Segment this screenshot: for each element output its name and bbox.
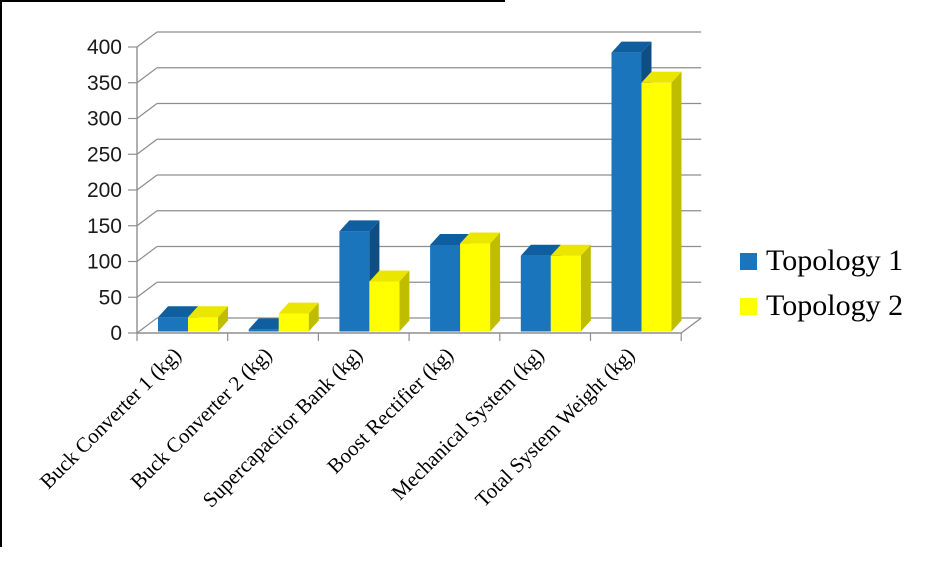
category-label-6: Total System Weight (kg)	[470, 343, 639, 512]
y-tick-label-250: 250	[87, 143, 122, 166]
chart-legend: Topology 1 Topology 2	[740, 244, 903, 323]
gridline-slant-250	[136, 138, 158, 155]
bar-topology2-cat3-front	[369, 281, 400, 332]
gridline-slant-300	[136, 103, 158, 119]
bar-topology2-cat1-front	[188, 317, 218, 332]
legend-label-topology-1: Topology 1	[766, 244, 904, 277]
gridline-slant-50	[136, 281, 158, 298]
bar-topology1-cat4-front	[430, 244, 461, 332]
gridline-slant-200	[136, 174, 158, 191]
category-label-3: Supercapacitor Bank (kg)	[198, 343, 368, 513]
bar-topology1-cat1-front	[158, 317, 188, 332]
legend-marker-topology-1	[740, 252, 757, 270]
legend-marker-topology-2	[740, 297, 757, 315]
bar-topology1-cat6-front	[611, 52, 642, 332]
gridline-slant-100	[136, 246, 158, 262]
gridline-slant-400	[136, 31, 158, 48]
y-tick-label-300: 300	[87, 108, 122, 131]
y-tick-label-0: 0	[110, 322, 122, 345]
bar-topology2-cat5-top	[550, 244, 591, 256]
bar-topology2-cat5-front	[550, 255, 581, 332]
bar-topology2-cat6-side	[671, 71, 682, 332]
bar-topology2-cat6-front	[641, 82, 672, 332]
bar-topology2-cat6-top	[641, 71, 682, 83]
bar-topology2-cat1-side	[218, 306, 228, 332]
bar-topology2-cat4-side	[490, 232, 501, 332]
legend-item-topology-2: Topology 2	[740, 289, 903, 323]
bar-topology1-cat5-front	[520, 255, 551, 332]
bar-topology2-cat5-side	[580, 244, 591, 332]
bar-topology1-cat2-front	[248, 329, 279, 332]
y-tick-label-150: 150	[87, 215, 122, 238]
y-tick-label-200: 200	[87, 179, 122, 202]
figure-border-top	[0, 0, 505, 2]
bar-topology2-cat2-side	[308, 302, 319, 332]
bar-topology1-cat3-top	[339, 220, 380, 232]
category-label-5: Mechanical System (kg)	[387, 343, 549, 505]
y-tick-label-100: 100	[87, 251, 122, 274]
y-tick-label-50: 50	[99, 286, 122, 309]
bar-topology1-cat6-top	[611, 41, 652, 53]
gridline-slant-0	[136, 317, 158, 334]
bar-topology2-cat4-top	[460, 232, 501, 244]
bar-topology2-cat3-side	[399, 270, 410, 332]
bar-topology2-cat3-top	[369, 270, 410, 282]
bar-topology2-cat2-front	[278, 313, 309, 332]
y-tick-label-400: 400	[87, 36, 122, 59]
bar-topology2-cat2-top	[278, 302, 319, 314]
bar-topology1-cat5-top	[520, 244, 561, 256]
figure-border-left	[0, 0, 2, 547]
legend-label-topology-2: Topology 2	[766, 289, 904, 322]
bar-topology1-cat1-top	[158, 306, 198, 318]
bar-topology2-cat1-top	[188, 306, 228, 318]
gridline-slant-150	[136, 210, 158, 227]
y-tick-label-350: 350	[87, 72, 122, 95]
bar-topology1-cat4-top	[430, 233, 471, 245]
gridline-slant-350	[136, 67, 158, 84]
x-axis-slant	[680, 317, 702, 334]
legend-item-topology-1: Topology 1	[740, 244, 903, 278]
bar-topology2-cat4-front	[460, 243, 491, 332]
bar-topology1-cat3-front	[339, 231, 370, 332]
